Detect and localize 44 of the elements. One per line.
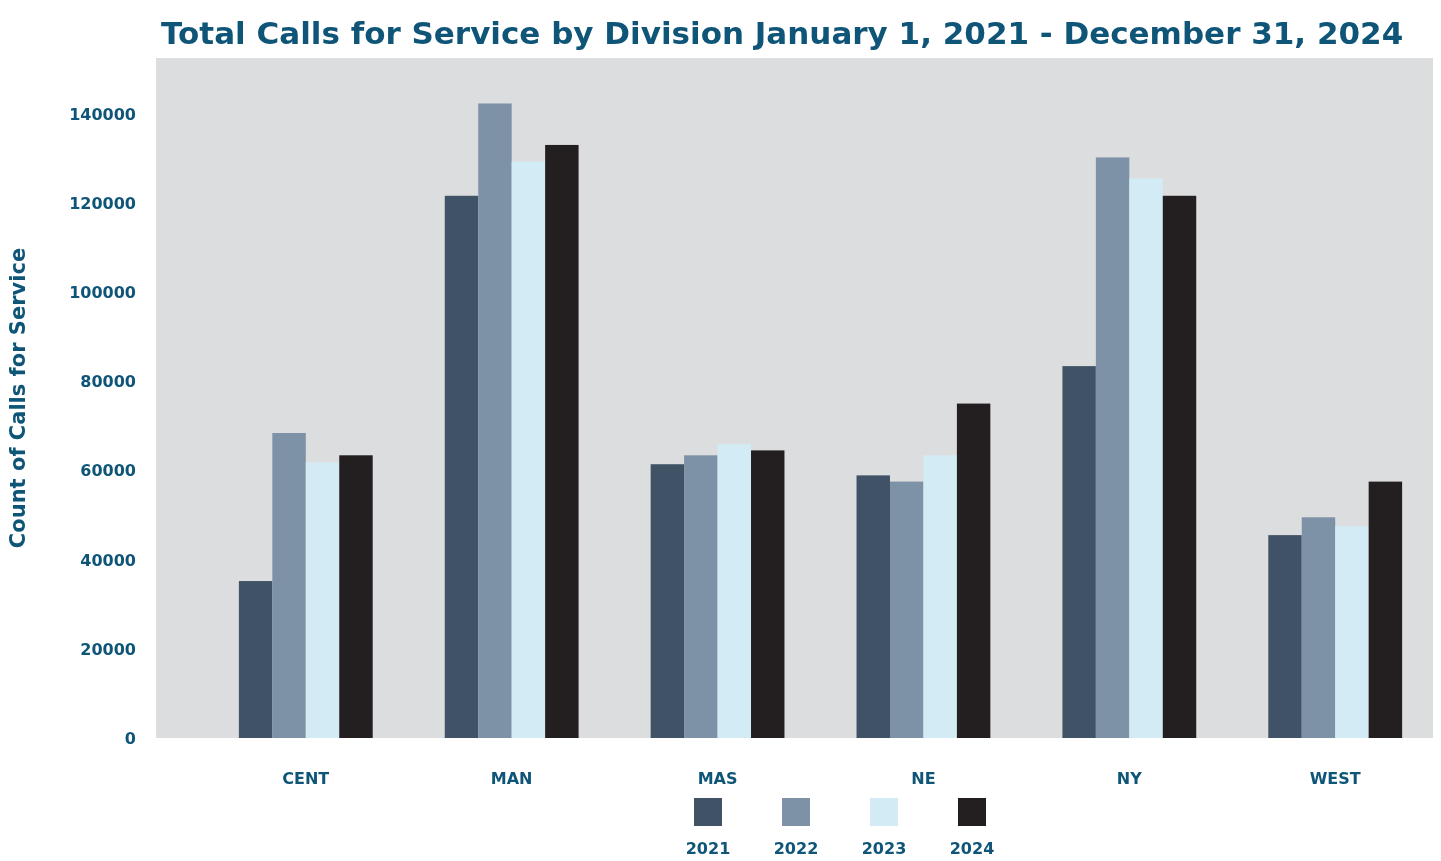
x-tick-label: WEST	[1309, 769, 1361, 788]
x-tick-label: MAS	[697, 769, 738, 788]
bar	[305, 462, 340, 738]
bar	[751, 450, 785, 738]
y-tick-label: 100000	[69, 283, 136, 303]
legend-label: 2022	[773, 839, 819, 858]
bar	[511, 161, 546, 738]
bar	[889, 481, 924, 738]
bar	[1129, 178, 1163, 738]
bar	[1062, 366, 1096, 738]
legend-label: 2021	[685, 839, 731, 858]
y-tick-label: 20000	[80, 639, 136, 659]
legend-label: 2024	[949, 839, 995, 858]
bar	[684, 455, 718, 738]
bar	[956, 403, 991, 738]
bar	[923, 455, 957, 738]
legend-label: 2023	[861, 839, 907, 858]
y-tick-label: 0	[124, 729, 136, 748]
bar	[545, 144, 579, 738]
bar	[1368, 481, 1403, 738]
y-axis-title: Count of Calls for Service	[6, 247, 30, 549]
bar	[856, 475, 890, 738]
y-tick-label: 80000	[80, 372, 136, 392]
bar	[1301, 517, 1336, 738]
bar	[650, 464, 685, 738]
chart-title: Total Calls for Service by Division January 1, 2021 - December 31, 2024	[161, 15, 1404, 51]
y-tick-label: 140000	[69, 104, 136, 124]
bar	[478, 103, 512, 738]
y-tick-label: 40000	[80, 550, 136, 570]
bar	[1268, 535, 1302, 738]
bar	[272, 433, 306, 738]
x-tick-label: NE	[911, 769, 936, 788]
bar	[339, 455, 373, 738]
x-tick-label: CENT	[282, 769, 330, 788]
bar	[1335, 526, 1369, 738]
y-tick-label: 60000	[80, 461, 136, 481]
bar	[444, 195, 479, 738]
bar	[238, 581, 273, 738]
bar	[1095, 157, 1130, 738]
x-tick-label: MAN	[490, 769, 533, 788]
y-tick-label: 120000	[69, 193, 136, 213]
bar	[717, 444, 752, 738]
bar	[1162, 195, 1197, 738]
x-tick-label: NY	[1116, 769, 1143, 788]
